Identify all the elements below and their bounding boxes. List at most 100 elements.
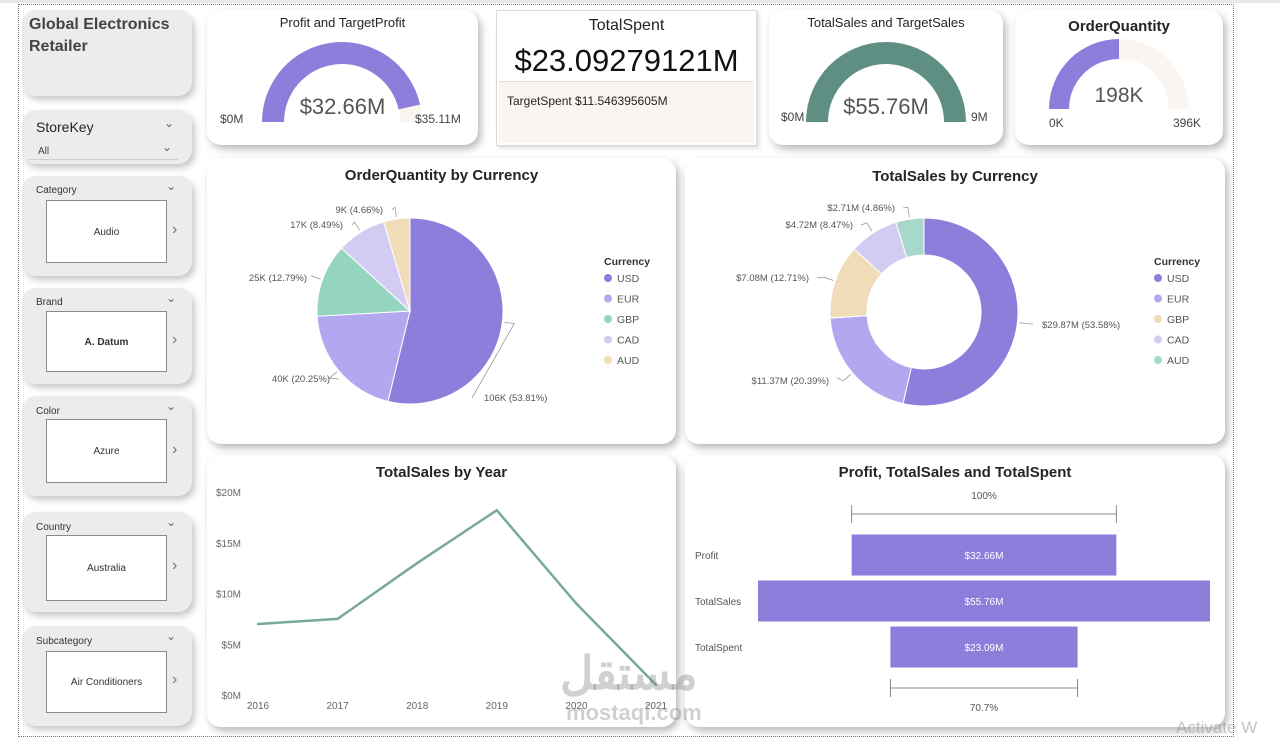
category-value-card[interactable]: Audio bbox=[46, 200, 167, 263]
color-value-card[interactable]: Azure bbox=[46, 419, 167, 483]
funnel-category-label: Profit bbox=[695, 551, 719, 562]
storekey-expand-icon[interactable]: ⌄ bbox=[164, 116, 175, 130]
country-value: Australia bbox=[87, 563, 126, 574]
data-point bbox=[495, 509, 498, 512]
chevron-down-icon[interactable]: ⌄ bbox=[166, 515, 177, 529]
chevron-right-icon[interactable]: › bbox=[172, 441, 178, 458]
subcategory-value-card[interactable]: Air Conditioners bbox=[46, 651, 167, 713]
x-tick-label: 2017 bbox=[326, 701, 349, 712]
storekey-slicer[interactable]: StoreKey ⌄ All ⌄ bbox=[22, 110, 192, 164]
subcategory-value: Air Conditioners bbox=[70, 677, 143, 688]
profit-gauge-arc-fill bbox=[262, 42, 421, 122]
y-tick-label: $15M bbox=[216, 539, 241, 550]
order-gauge-card[interactable]: OrderQuantity 198K 0K 396K bbox=[1015, 10, 1223, 145]
leader-line bbox=[471, 321, 515, 399]
data-label: 17K (8.49%) bbox=[290, 220, 343, 231]
brand-slicer[interactable]: Brand ⌄ A. Datum › bbox=[22, 288, 192, 384]
funnel-bar-totalsales bbox=[758, 580, 1210, 622]
watermark-latin: mostaqi.com bbox=[566, 700, 702, 725]
storekey-label: StoreKey bbox=[36, 119, 94, 135]
total-spent-card[interactable]: TotalSpent $23.09279121M TargetSpent $11… bbox=[496, 10, 757, 146]
country-value-card[interactable]: Australia bbox=[46, 535, 167, 601]
top-border bbox=[0, 0, 1280, 3]
legend-dot bbox=[604, 274, 612, 282]
funnel-bar-totalspent bbox=[890, 626, 1078, 668]
chevron-down-icon[interactable]: ⌄ bbox=[166, 291, 177, 305]
legend-label: CAD bbox=[1167, 335, 1190, 347]
chevron-right-icon[interactable]: › bbox=[172, 331, 178, 348]
data-label: $7.08M (12.71%) bbox=[736, 273, 809, 284]
order-gauge-value: 198K bbox=[1094, 84, 1144, 107]
x-tick-label: 2021 bbox=[645, 701, 668, 712]
profit-gauge-title: Profit and TargetProfit bbox=[279, 15, 406, 30]
category-slicer[interactable]: Category ⌄ Audio › bbox=[22, 176, 192, 276]
data-label: 40K (20.25%) bbox=[272, 374, 330, 385]
chevron-right-icon[interactable]: › bbox=[172, 221, 178, 238]
activate-windows-overlay: Activate W bbox=[1176, 718, 1258, 737]
funnel-category-label: TotalSpent bbox=[695, 643, 742, 654]
brand-value-card[interactable]: A. Datum bbox=[46, 311, 167, 372]
storekey-dropdown[interactable]: All ⌄ bbox=[28, 140, 178, 160]
x-tick-label: 2018 bbox=[406, 701, 429, 712]
legend-label: EUR bbox=[1167, 294, 1190, 306]
data-label: 9K (4.66%) bbox=[335, 205, 383, 216]
chevron-down-icon[interactable]: ⌄ bbox=[166, 399, 177, 413]
y-tick-label: $0M bbox=[222, 691, 241, 702]
data-label: $2.71M (4.86%) bbox=[827, 203, 895, 214]
storekey-value: All bbox=[38, 146, 50, 157]
data-label: 25K (12.79%) bbox=[249, 273, 307, 284]
legend-label: USD bbox=[1167, 273, 1190, 285]
country-slicer[interactable]: Country ⌄ Australia › bbox=[22, 512, 192, 612]
category-value: Audio bbox=[93, 227, 120, 238]
bottom-percent-label: 70.7% bbox=[970, 703, 998, 714]
legend-label: AUD bbox=[617, 355, 640, 367]
profit-gauge-value: $32.66M bbox=[299, 94, 386, 119]
pie-slice-eur bbox=[316, 310, 411, 402]
profit-gauge-min: $0M bbox=[220, 112, 244, 126]
leader-line bbox=[902, 206, 910, 218]
category-label: Category bbox=[36, 185, 77, 196]
x-tick-label: 2016 bbox=[247, 701, 270, 712]
color-slicer[interactable]: Color ⌄ Azure › bbox=[22, 396, 192, 496]
funnel-category-label: TotalSales bbox=[695, 597, 741, 608]
leader-line bbox=[1019, 322, 1034, 325]
legend-dot bbox=[604, 315, 612, 323]
legend-label: EUR bbox=[617, 294, 640, 306]
data-label: 106K (53.81%) bbox=[484, 393, 547, 404]
sales-gauge-card[interactable]: TotalSales and TargetSales $55.76M $0M 9… bbox=[769, 10, 1003, 145]
order-gauge-min: 0K bbox=[1049, 116, 1064, 130]
chevron-right-icon[interactable]: › bbox=[172, 671, 178, 688]
target-spent-panel: TargetSpent $11.546395605M bbox=[499, 81, 754, 143]
data-point bbox=[575, 602, 578, 605]
legend-label: GBP bbox=[617, 314, 639, 326]
leader-line bbox=[310, 275, 321, 280]
total-spent-title: TotalSpent bbox=[588, 17, 665, 34]
x-tick-label: 2019 bbox=[486, 701, 509, 712]
profit-sales-spent-funnel-card[interactable]: Profit, TotalSales and TotalSpent $32.66… bbox=[685, 455, 1225, 727]
report-title-card: Global Electronics Retailer bbox=[22, 10, 192, 96]
profit-gauge-card[interactable]: Profit and TargetProfit $32.66M $0M $35.… bbox=[207, 10, 478, 145]
legend-label: AUD bbox=[1167, 355, 1190, 367]
chevron-right-icon[interactable]: › bbox=[172, 557, 178, 574]
totalsales-by-year-card[interactable]: TotalSales by Year $0M $5M $10M $15M $20M 201… bbox=[207, 455, 676, 727]
subcategory-slicer[interactable]: Subcategory ⌄ Air Conditioners › bbox=[22, 626, 192, 726]
brand-value: A. Datum bbox=[84, 337, 129, 348]
orderquantity-by-currency-card[interactable]: OrderQuantity by Currency 106K (53.81%) 4… bbox=[207, 158, 676, 444]
sales-gauge-min: $0M bbox=[781, 110, 805, 124]
legend-label: CAD bbox=[617, 335, 640, 347]
data-point bbox=[416, 561, 419, 565]
chevron-down-icon[interactable]: ⌄ bbox=[166, 179, 177, 193]
legend-dot bbox=[604, 294, 612, 303]
color-label: Color bbox=[36, 406, 60, 417]
leader-line bbox=[391, 206, 397, 218]
totalsales-line-chart: $0M $5M $10M $15M $20M 2016 2017 2018 2019 2020 20… bbox=[216, 488, 668, 712]
subcategory-label: Subcategory bbox=[36, 636, 93, 647]
funnel-data-label: $55.76M bbox=[965, 597, 1004, 608]
chevron-down-icon[interactable]: ⌄ bbox=[166, 629, 177, 643]
chart-title: TotalSales by Currency bbox=[872, 168, 1038, 185]
profit-gauge-max: $35.11M bbox=[415, 112, 461, 126]
totalsales-by-currency-card[interactable]: TotalSales by Currency $29.87M (53.58%) $… bbox=[685, 158, 1225, 444]
color-value: Azure bbox=[93, 446, 120, 457]
country-label: Country bbox=[36, 522, 72, 533]
